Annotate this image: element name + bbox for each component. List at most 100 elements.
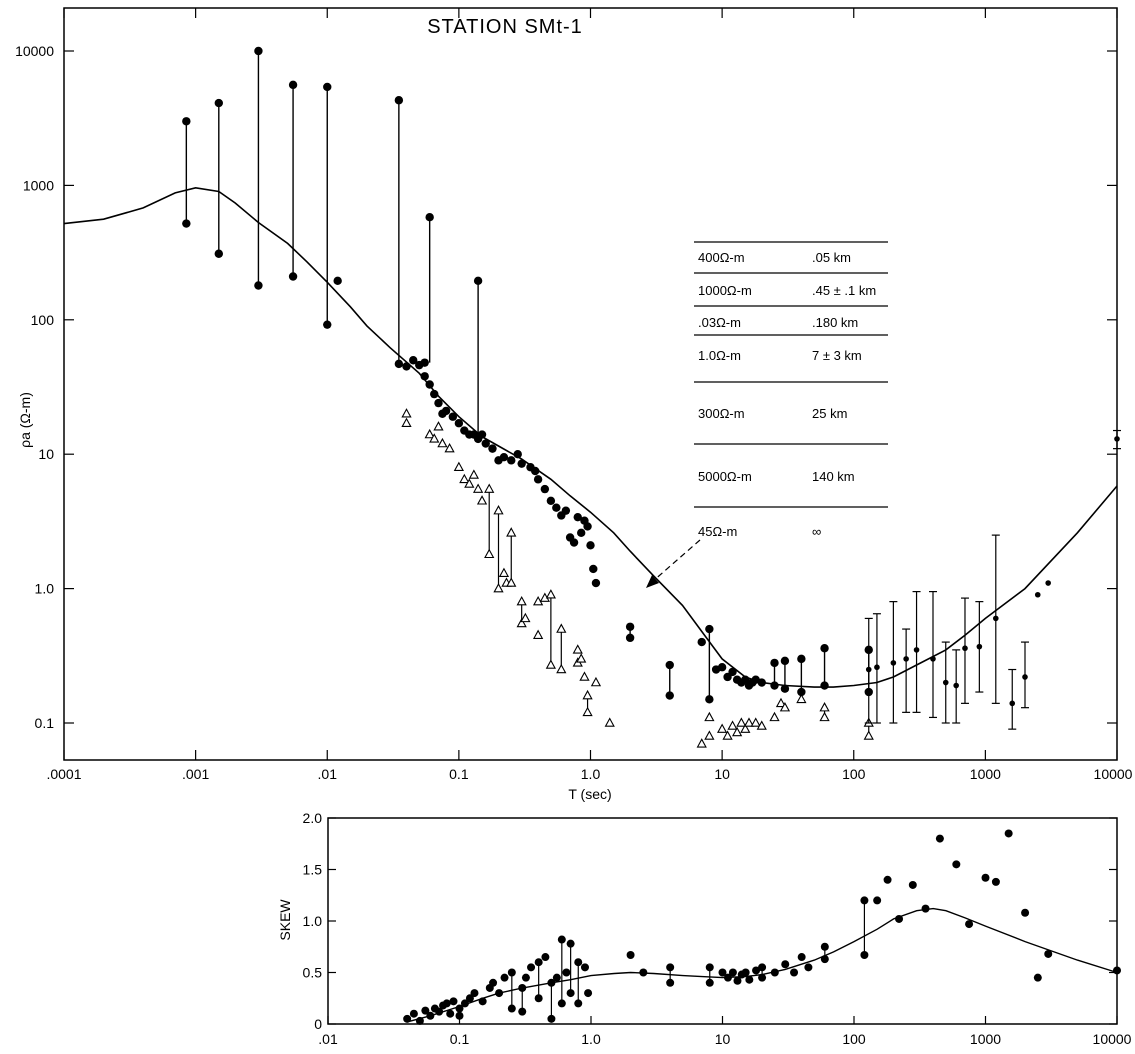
skew-data-point xyxy=(895,914,904,923)
skew-data-point xyxy=(584,989,593,998)
data-point-filled-circle xyxy=(625,633,635,643)
skew-data-point xyxy=(470,989,479,998)
skew-data-point xyxy=(534,958,543,967)
data-point-small-circle xyxy=(953,682,959,689)
data-point-filled-circle xyxy=(425,212,434,222)
data-point-filled-circle xyxy=(569,538,579,547)
skew-data-point xyxy=(1021,908,1030,917)
skew-data-point xyxy=(705,963,714,972)
layer-thickness: .180 km xyxy=(812,315,858,330)
data-point-small-circle xyxy=(930,656,936,662)
skew-data-point xyxy=(1033,973,1042,982)
data-point-open-triangle xyxy=(401,417,412,427)
data-point-open-triangle xyxy=(484,483,495,493)
skew-data-point xyxy=(557,999,566,1008)
layer-thickness: 7 ± 3 km xyxy=(812,348,862,363)
x-tick-label: 100 xyxy=(842,766,866,782)
data-point-filled-circle xyxy=(214,249,224,258)
data-point-filled-circle xyxy=(665,660,674,670)
skew-chart: SKEW .01 0.1 1.0 10 100 1000 10000 0 0.5 1.0 1.5 2… xyxy=(277,810,1132,1047)
skew-data-point xyxy=(518,983,527,992)
data-point-filled-circle xyxy=(717,663,727,672)
data-point-filled-circle xyxy=(323,320,332,329)
data-point-open-triangle xyxy=(459,473,470,484)
skew-data-point xyxy=(442,999,451,1008)
pointer-arrow-line xyxy=(651,539,701,583)
layer-thickness: 140 km xyxy=(812,469,855,484)
skew-data-point xyxy=(952,860,961,869)
data-point-open-triangle xyxy=(464,478,475,488)
x-tick-label: 1000 xyxy=(970,766,1001,782)
layer-resistivity: .03Ω-m xyxy=(698,315,741,330)
skew-data-points xyxy=(403,829,1121,1025)
skew-y-axis-label: SKEW xyxy=(277,899,293,941)
data-point-filled-circle xyxy=(288,80,298,90)
data-point-filled-circle xyxy=(477,430,487,439)
data-point-open-triangle xyxy=(582,706,593,717)
skew-data-point xyxy=(421,1006,430,1015)
data-point-small-circle xyxy=(962,645,968,652)
skew-data-point xyxy=(521,973,530,982)
data-point-filled-circle xyxy=(583,522,592,531)
data-point-open-triangle xyxy=(819,711,830,722)
skew-data-point xyxy=(489,978,498,987)
skew-x-tick-labels: .01 0.1 1.0 10 100 1000 10000 xyxy=(318,1031,1131,1047)
skew-data-point xyxy=(455,1011,464,1020)
data-point-filled-circle xyxy=(780,684,790,693)
data-point-open-triangle xyxy=(493,582,504,593)
data-point-small-circle xyxy=(976,643,983,650)
skew-data-point xyxy=(981,873,990,882)
layer-resistivity: 1.0Ω-m xyxy=(698,348,741,363)
layer-thickness: ∞ xyxy=(812,524,821,539)
y-tick-label: 1.0 xyxy=(35,581,55,597)
x-tick-label: .01 xyxy=(318,766,338,782)
data-point-open-triangle xyxy=(476,495,488,505)
data-point-open-triangle xyxy=(493,505,504,515)
layer-thickness: .05 km xyxy=(812,250,851,265)
data-point-filled-circle xyxy=(780,656,790,666)
data-point-filled-circle xyxy=(770,681,779,690)
data-point-filled-circle xyxy=(573,512,582,522)
y-tick-labels: 0.1 1.0 10 100 1000 10000 xyxy=(15,43,54,731)
data-point-filled-circle xyxy=(499,452,509,462)
data-point-filled-circle xyxy=(323,82,332,92)
data-point-small-circle xyxy=(890,660,897,666)
data-point-small-circle xyxy=(942,679,949,686)
skew-data-point xyxy=(518,1007,527,1016)
skew-data-point xyxy=(574,999,583,1008)
data-point-filled-circle xyxy=(533,475,543,484)
skew-data-point xyxy=(465,994,474,1003)
x-tick-label: 10 xyxy=(714,766,730,782)
data-point-small-circle xyxy=(1114,436,1120,442)
skew-y-tick-label: 1.5 xyxy=(303,862,323,878)
data-point-open-triangle xyxy=(696,738,707,748)
data-point-filled-circle xyxy=(625,622,635,631)
data-point-filled-circle xyxy=(577,528,586,538)
skew-data-point xyxy=(921,904,930,913)
data-point-filled-circle xyxy=(394,96,404,105)
data-point-filled-circle xyxy=(513,450,522,459)
layer-thickness: .45 ± .1 km xyxy=(812,283,876,298)
data-point-filled-circle xyxy=(254,46,263,56)
skew-data-point xyxy=(495,989,504,998)
data-points xyxy=(182,46,1121,748)
skew-data-point xyxy=(666,963,675,972)
skew-x-tick-label: 10 xyxy=(715,1031,731,1047)
skew-data-point xyxy=(580,963,589,972)
skew-data-point xyxy=(820,942,829,951)
resistivity-chart: STATION SMt-1 T (sec) ρa (Ω-m) .0001 .001… xyxy=(15,7,1133,802)
data-point-filled-circle xyxy=(441,406,451,416)
skew-data-point xyxy=(1113,966,1121,975)
skew-data-point xyxy=(860,950,869,959)
skew-data-point xyxy=(574,958,583,967)
skew-x-tick-label: 100 xyxy=(842,1031,866,1047)
data-point-open-triangle xyxy=(740,723,751,733)
data-point-open-triangle xyxy=(704,711,715,722)
data-point-small-circle xyxy=(913,647,920,653)
data-point-open-triangle xyxy=(556,623,567,633)
skew-x-tick-label: .01 xyxy=(318,1031,338,1047)
chart-title: STATION SMt-1 xyxy=(427,16,583,38)
data-point-filled-circle xyxy=(430,389,439,399)
skew-data-point xyxy=(547,1014,556,1023)
data-point-open-triangle xyxy=(429,433,440,443)
